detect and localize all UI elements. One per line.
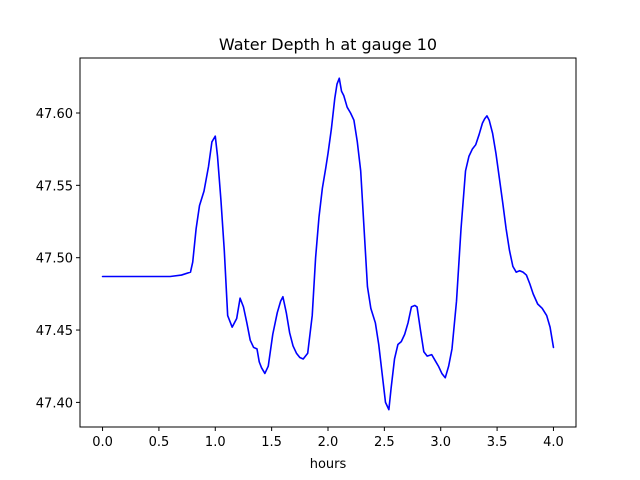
y-tick-label: 47.55	[36, 179, 73, 194]
x-tick-label: 0.5	[149, 435, 170, 450]
plot-area	[101, 77, 555, 411]
x-tick-label: 1.5	[261, 435, 282, 450]
x-axis-label: hours	[310, 457, 347, 472]
x-tick-label: 4.0	[543, 435, 564, 450]
series-line	[101, 77, 555, 411]
y-tick-label: 47.40	[36, 396, 73, 411]
x-axis: 0.0 0.5 1.0 1.5 2.0 2.5 3.0 3.5 4.0	[92, 427, 564, 450]
chart-title: Water Depth h at gauge 10	[219, 35, 437, 54]
x-tick-label: 2.0	[318, 435, 339, 450]
y-tick-label: 47.60	[36, 107, 73, 122]
y-tick-label: 47.45	[36, 324, 73, 339]
x-tick-label: 2.5	[374, 435, 395, 450]
y-axis: 47.40 47.45 47.50 47.55 47.60	[36, 107, 80, 411]
y-tick-label: 47.50	[36, 252, 73, 267]
x-tick-label: 1.0	[205, 435, 226, 450]
x-tick-label: 3.0	[430, 435, 451, 450]
x-tick-label: 0.0	[92, 435, 113, 450]
x-tick-label: 3.5	[487, 435, 508, 450]
plot-frame	[79, 57, 577, 428]
